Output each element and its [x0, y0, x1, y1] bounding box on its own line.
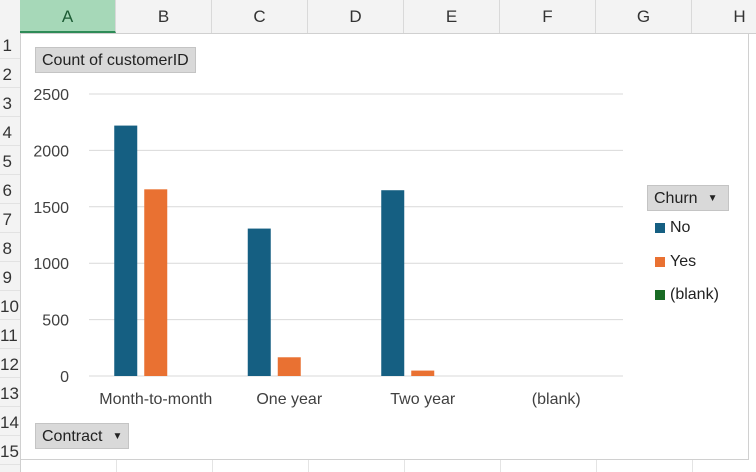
- column-headers: A B C D E F G H: [0, 0, 756, 34]
- values-field-button[interactable]: Count of customerID: [35, 47, 196, 73]
- legend-label-blank: (blank): [670, 286, 719, 303]
- legend-item-no[interactable]: No: [655, 219, 690, 237]
- row-header[interactable]: 11: [0, 323, 20, 349]
- legend-swatch-no: [655, 222, 665, 233]
- legend-field-button[interactable]: Churn ▼: [647, 185, 729, 211]
- row-header[interactable]: 13: [0, 381, 20, 407]
- y-tick-label: 1500: [33, 200, 69, 217]
- x-tick-label: (blank): [532, 391, 581, 408]
- row-header[interactable]: 12: [0, 352, 20, 378]
- column-header-d[interactable]: D: [308, 0, 404, 33]
- y-tick-label: 2500: [33, 87, 69, 104]
- pivot-chart[interactable]: Count of customerID 0 500 1000 1500 2000 2500…: [20, 33, 749, 460]
- row-header[interactable]: 4: [0, 120, 20, 146]
- row-header[interactable]: 14: [0, 410, 20, 436]
- y-tick-label: 1000: [33, 256, 69, 273]
- row-header[interactable]: 10: [0, 294, 20, 320]
- bar-no-1: [247, 228, 271, 376]
- column-header-h[interactable]: H: [692, 0, 756, 33]
- column-header-c[interactable]: C: [212, 0, 308, 33]
- y-tick-label: 2000: [33, 143, 69, 160]
- legend-label-yes: Yes: [670, 253, 697, 270]
- plot-area: 0 500 1000 1500 2000 2500 Month-to-month One ye…: [33, 87, 623, 408]
- legend-item-yes[interactable]: Yes: [655, 253, 696, 271]
- legend-swatch-blank: [655, 289, 665, 300]
- row-header[interactable]: 1: [0, 33, 20, 59]
- legend-item-blank[interactable]: (blank): [655, 286, 719, 304]
- bar-yes-1: [277, 357, 301, 376]
- row-header[interactable]: 3: [0, 91, 20, 117]
- values-field-label: Count of customerID: [42, 52, 189, 69]
- row-header[interactable]: 15: [0, 439, 20, 465]
- column-header-a[interactable]: A: [20, 0, 116, 33]
- legend-label-no: No: [670, 219, 691, 236]
- legend-swatch-yes: [655, 256, 665, 267]
- bar-yes-0: [144, 189, 168, 376]
- column-header-e[interactable]: E: [404, 0, 500, 33]
- column-header-f[interactable]: F: [500, 0, 596, 33]
- row-header[interactable]: 2: [0, 62, 20, 88]
- row-header[interactable]: 8: [0, 236, 20, 262]
- x-tick-label: Month-to-month: [99, 391, 212, 408]
- column-header-g[interactable]: G: [596, 0, 692, 33]
- legend-field-label: Churn: [654, 190, 698, 208]
- row-header[interactable]: 6: [0, 178, 20, 204]
- bar-no-0: [114, 125, 138, 376]
- x-tick-label: Two year: [390, 391, 456, 408]
- y-tick-label: 500: [42, 313, 69, 330]
- x-tick-label: One year: [256, 391, 322, 408]
- axis-field-button[interactable]: Contract ▼: [35, 423, 130, 449]
- axis-field-label: Contract: [42, 428, 103, 446]
- bar-yes-2: [411, 370, 435, 376]
- dropdown-arrow-icon: ▼: [112, 431, 123, 442]
- row-header[interactable]: 7: [0, 207, 20, 233]
- dropdown-arrow-icon: ▼: [707, 193, 718, 204]
- row-headers: 1 2 3 4 5 6 7 8 9 10 11 12 13 14 15: [0, 33, 21, 472]
- row-header[interactable]: 5: [0, 149, 20, 175]
- bar-no-2: [381, 190, 405, 376]
- row-header[interactable]: 9: [0, 265, 20, 291]
- column-header-b[interactable]: B: [116, 0, 212, 33]
- y-tick-label: 0: [60, 369, 69, 386]
